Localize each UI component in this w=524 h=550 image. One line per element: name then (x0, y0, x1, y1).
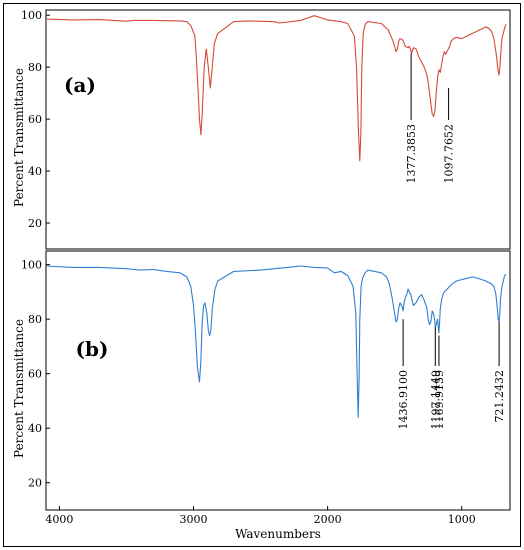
y-tick-label: 60 (28, 368, 42, 381)
y-tick-label: 60 (28, 113, 42, 126)
plot-frame (45, 9, 511, 250)
panel-0: 20 40 60 80 100 Percent Transmittance (a) 1377.… (12, 9, 511, 250)
peak-label-2: 1169.9159 (433, 370, 446, 430)
y-tick-label: 100 (21, 259, 42, 272)
plot-frame (45, 250, 511, 511)
y-tick-label: 20 (28, 477, 42, 490)
y-tick-label: 80 (28, 61, 42, 74)
peak-label-1: 1097.7652 (443, 124, 456, 184)
panel-1: 20 40 60 80 100 4000 3000 2000 1000 Percent Trans… (12, 250, 511, 541)
y-tick-label: 40 (28, 165, 42, 178)
spectrum-line-0 (45, 265, 507, 418)
x-tick-label: 1000 (448, 513, 476, 526)
x-tick-label: 3000 (180, 513, 208, 526)
panel-label: (b) (76, 337, 109, 361)
peak-label-0: 1377.3853 (405, 124, 418, 184)
peak-label-3: 721.2432 (493, 370, 506, 423)
y-axis-label: Percent Transmittance (12, 68, 26, 207)
y-tick-label: 80 (28, 313, 42, 326)
y-axis-label: Percent Transmittance (12, 319, 26, 458)
x-tick-label: 2000 (314, 513, 342, 526)
figure-border (3, 3, 521, 547)
spectrum-line-0 (45, 15, 507, 162)
panel-label: (a) (64, 73, 96, 97)
x-axis-label: Wavenumbers (235, 527, 321, 541)
peak-label-0: 1436.9100 (397, 370, 410, 430)
y-tick-label: 100 (21, 9, 42, 22)
y-tick-label: 20 (28, 217, 42, 230)
peak-label-1: 1197.1449 (429, 370, 442, 430)
x-tick-label: 4000 (45, 513, 73, 526)
y-tick-label: 40 (28, 422, 42, 435)
